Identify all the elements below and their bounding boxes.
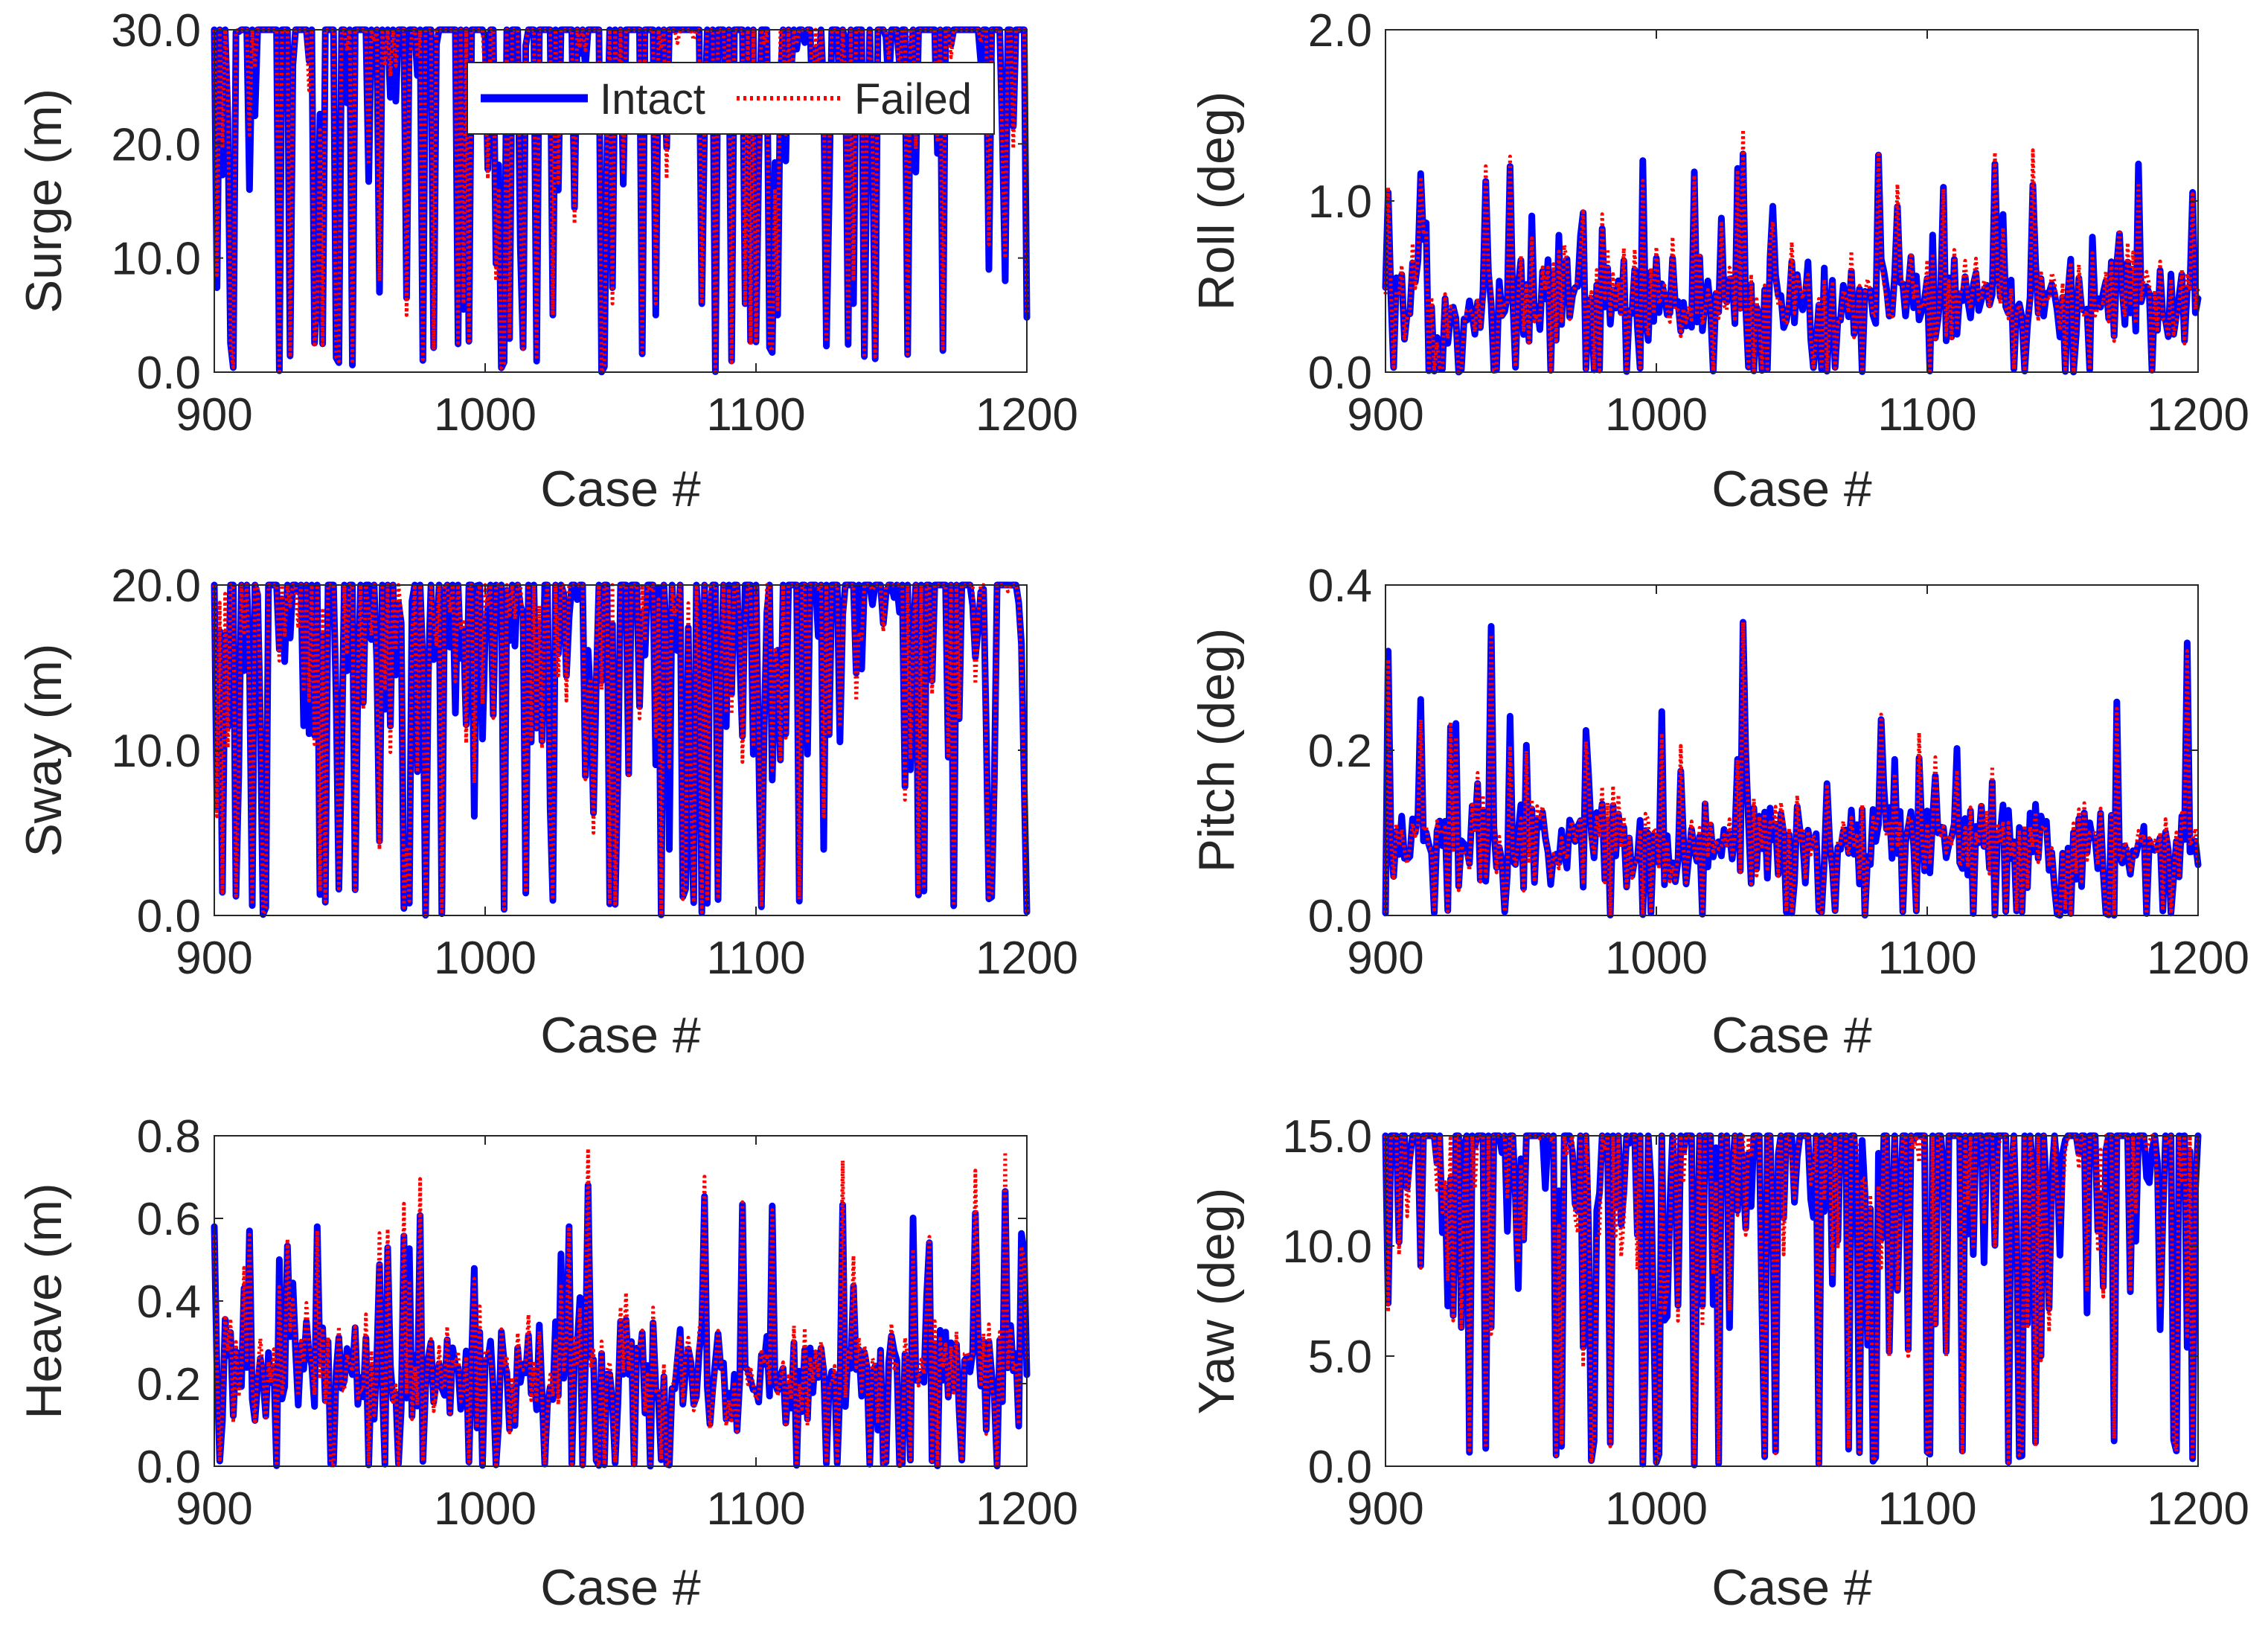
x-tick-label: 1000 — [1605, 389, 1708, 441]
axes-box — [1385, 1135, 2199, 1467]
y-axis-label: Heave (m) — [16, 1183, 72, 1419]
y-tick-label: 10.0 — [111, 234, 201, 285]
ticks: 900 1000 1100 1200 0.0 1.0 2.0 — [1308, 5, 2249, 441]
x-tick-label: 900 — [1347, 1483, 1423, 1535]
x-tick-label: 1200 — [2147, 389, 2249, 441]
sway-panel: 900 1000 1100 1200 0.0 10.0 20.0 Case # Sway (… — [16, 560, 1078, 1064]
ticks: 900 1000 1100 1200 0.0 10.0 20.0 — [111, 560, 1078, 984]
y-axis-label: Yaw (deg) — [1188, 1188, 1245, 1415]
y-tick-label: 15.0 — [1282, 1111, 1372, 1163]
y-tick-label: 20.0 — [111, 119, 201, 170]
x-tick-label: 900 — [1347, 933, 1423, 984]
x-axis-label: Case # — [1711, 461, 1872, 517]
y-tick-label: 0.4 — [137, 1276, 201, 1328]
x-tick-label: 1200 — [976, 1483, 1078, 1535]
surge-panel: 900 1000 1100 1200 0.0 10.0 20.0 30.0 Case # Su… — [16, 5, 1078, 517]
y-tick-label: 0.0 — [1308, 1442, 1372, 1493]
x-tick-label: 900 — [176, 933, 252, 984]
ticks: 900 1000 1100 1200 0.0 0.2 0.4 — [1308, 560, 2249, 984]
y-tick-label: 30.0 — [111, 5, 201, 57]
x-tick-label: 1000 — [434, 933, 536, 984]
y-tick-label: 0.0 — [137, 891, 201, 942]
heave-panel: 900 1000 1100 1200 0.0 0.2 0.4 0.6 0.8 Case # He… — [16, 1111, 1078, 1616]
y-axis-label: Surge (m) — [16, 89, 72, 313]
axes-box — [214, 29, 1028, 373]
ticks: 900 1000 1100 1200 0.0 5.0 10.0 15.0 — [1282, 1111, 2249, 1535]
x-tick-label: 1100 — [706, 933, 805, 984]
y-tick-label: 0.4 — [1308, 560, 1372, 612]
series-line-failed — [212, 1146, 1029, 1468]
x-tick-label: 1200 — [2147, 1483, 2249, 1535]
x-tick-label: 900 — [1347, 389, 1423, 441]
data-lines — [211, 1146, 1031, 1470]
y-tick-label: 10.0 — [111, 726, 201, 777]
y-tick-label: 0.0 — [1308, 348, 1372, 399]
roll-panel: 900 1000 1100 1200 0.0 1.0 2.0 Case # Roll (de… — [1188, 5, 2249, 517]
y-tick-label: 10.0 — [1282, 1221, 1372, 1273]
y-tick-label: 0.0 — [137, 348, 201, 399]
y-tick-label: 0.6 — [137, 1194, 201, 1245]
y-tick-label: 0.0 — [1308, 891, 1372, 942]
x-axis-label: Case # — [1711, 1007, 1872, 1064]
y-tick-label: 20.0 — [111, 560, 201, 612]
x-tick-label: 1200 — [2147, 933, 2249, 984]
y-axis-label: Roll (deg) — [1188, 92, 1245, 311]
x-axis-label: Case # — [540, 461, 701, 517]
y-tick-label: 5.0 — [1308, 1332, 1372, 1383]
y-tick-label: 0.2 — [137, 1359, 201, 1410]
y-tick-label: 0.0 — [137, 1442, 201, 1493]
x-tick-label: 1100 — [706, 1483, 805, 1535]
ticks: 900 1000 1100 1200 0.0 10.0 20.0 30.0 — [111, 5, 1078, 441]
ticks: 900 1000 1100 1200 0.0 0.2 0.4 0.6 0.8 — [137, 1111, 1078, 1535]
x-axis-label: Case # — [540, 1007, 701, 1064]
x-tick-label: 1200 — [976, 933, 1078, 984]
y-tick-label: 1.0 — [1308, 176, 1372, 228]
x-tick-label: 1000 — [1605, 1483, 1708, 1535]
data-lines — [1382, 127, 2202, 376]
x-tick-label: 900 — [176, 389, 252, 441]
y-tick-label: 2.0 — [1308, 5, 1372, 57]
x-tick-label: 1000 — [434, 389, 536, 441]
x-tick-label: 900 — [176, 1483, 252, 1535]
x-tick-label: 1000 — [1605, 933, 1708, 984]
y-axis-label: Sway (m) — [16, 643, 72, 857]
legend: Intact Failed — [467, 62, 995, 135]
x-tick-label: 1100 — [706, 389, 805, 441]
series-line-failed — [1383, 1134, 2200, 1467]
x-axis-label: Case # — [1711, 1559, 1872, 1616]
x-tick-label: 1000 — [434, 1483, 536, 1535]
yaw-panel: 900 1000 1100 1200 0.0 5.0 10.0 15.0 Case # Yaw… — [1188, 1111, 2249, 1616]
legend-intact-label: Intact — [600, 75, 705, 124]
y-axis-label: Pitch (deg) — [1188, 628, 1245, 873]
data-lines — [1382, 618, 2202, 919]
legend-failed-label: Failed — [854, 75, 972, 124]
x-tick-label: 1100 — [1877, 1483, 1976, 1535]
x-tick-label: 1100 — [1877, 933, 1976, 984]
pitch-panel: 900 1000 1100 1200 0.0 0.2 0.4 Case # Pitch (d… — [1188, 560, 2249, 1064]
x-tick-label: 1100 — [1877, 389, 1976, 441]
x-tick-label: 1200 — [976, 389, 1078, 441]
series-line-failed — [1383, 620, 2200, 918]
y-tick-label: 0.2 — [1308, 726, 1372, 777]
x-axis-label: Case # — [540, 1559, 701, 1616]
y-tick-label: 0.8 — [137, 1111, 201, 1163]
